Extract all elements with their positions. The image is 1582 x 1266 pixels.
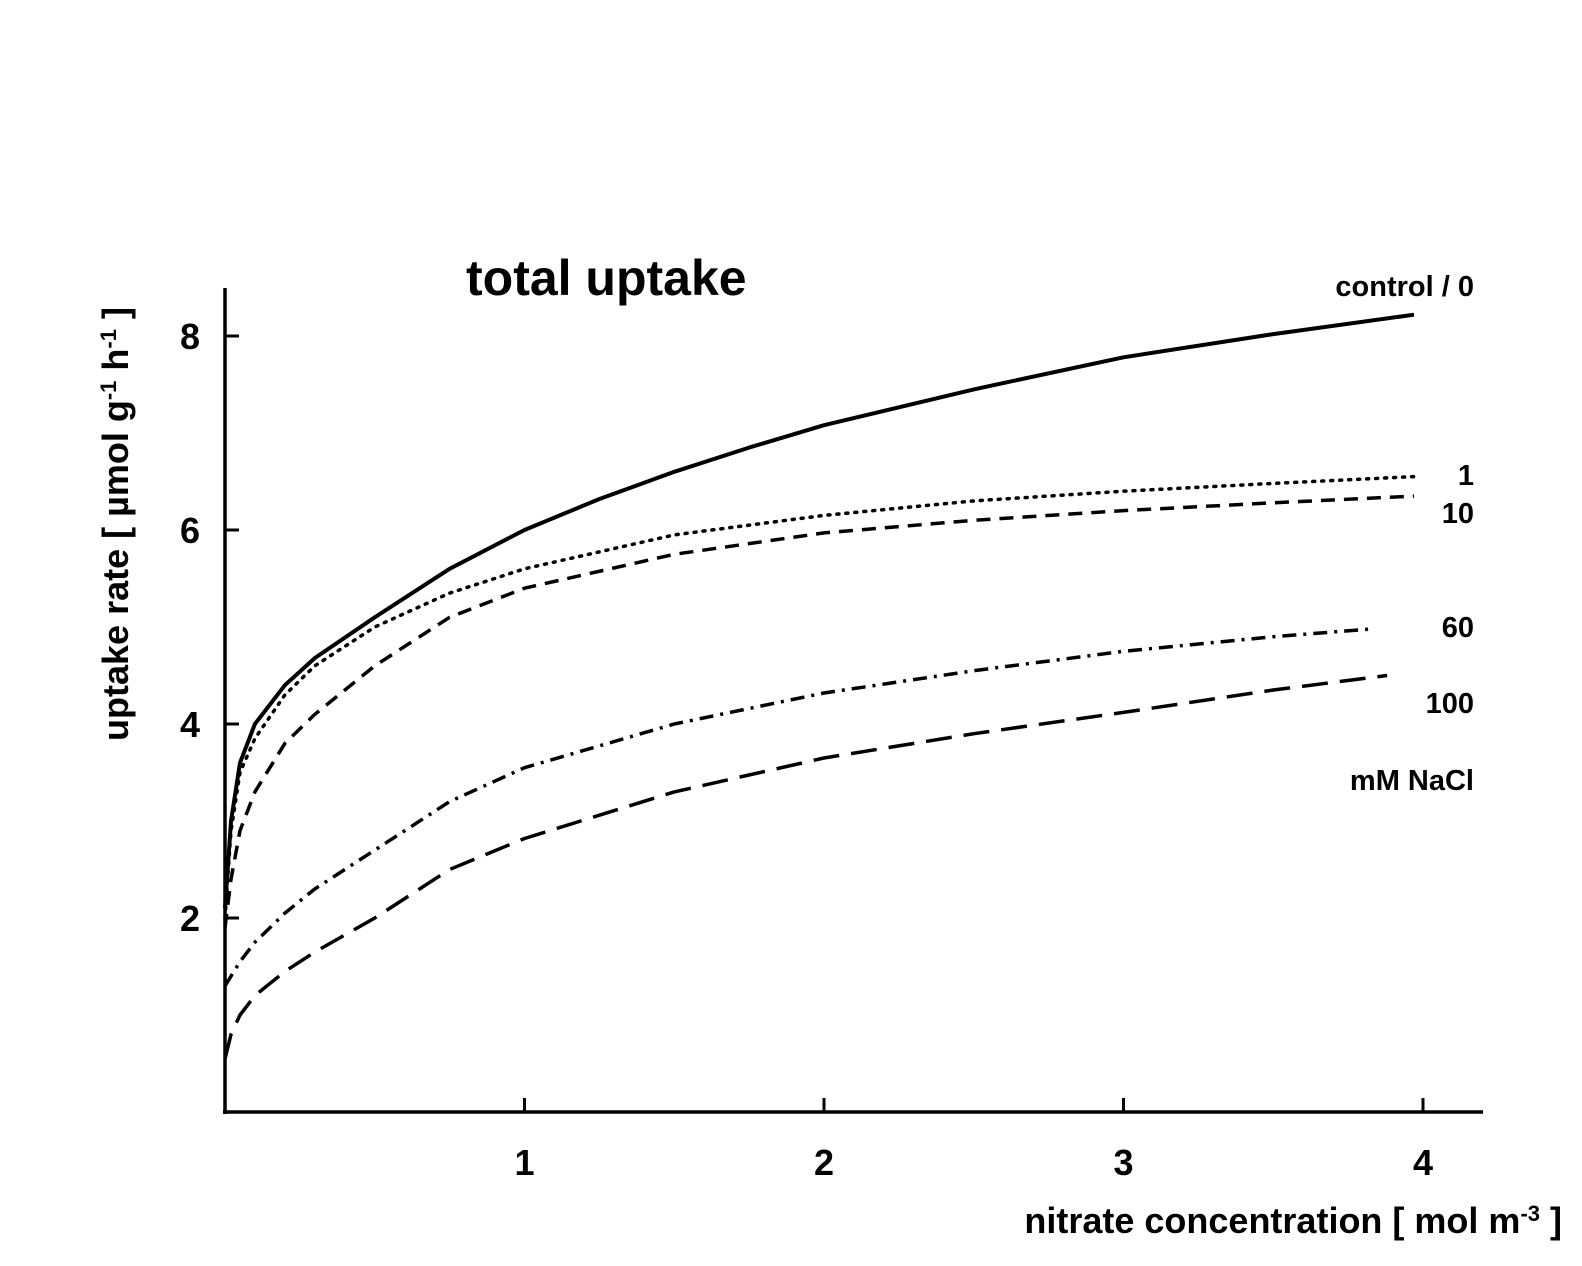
- legend-title: mM NaCl: [1350, 765, 1474, 797]
- x-axis-title-sup: -3: [1520, 1201, 1540, 1226]
- x-tick-label: 1: [514, 1142, 534, 1183]
- y-axis-title-main: uptake rate [ µmol g: [95, 400, 136, 741]
- series-line-100: [223, 673, 1388, 1060]
- series-label-60: 60: [1442, 612, 1474, 644]
- chart-title: total uptake: [466, 250, 747, 306]
- plot-lines: [223, 312, 1416, 1060]
- y-axis-title-sup2: -1: [96, 329, 121, 349]
- series-label-100: 100: [1426, 688, 1474, 720]
- y-axis-title-mid: h: [95, 349, 136, 381]
- y-axis-title: uptake rate [ µmol g-1 h-1 ]: [95, 307, 136, 741]
- series-line-10: [223, 494, 1415, 928]
- series-line-60: [223, 627, 1373, 987]
- y-tick-label: 4: [180, 704, 200, 745]
- axis-ticks: 1 2 3 4 2 4 6 8: [180, 316, 1433, 1183]
- series-label-1: 1: [1458, 460, 1474, 492]
- x-tick-label: 2: [814, 1142, 834, 1183]
- series-label-control: control / 0: [1335, 271, 1474, 303]
- x-tick-label: 3: [1113, 1142, 1133, 1183]
- y-axis-title-sup1: -1: [96, 381, 121, 401]
- series-end-labels: control / 0 1 10 60 100: [1335, 271, 1474, 720]
- x-tick-label: 4: [1413, 1142, 1433, 1183]
- series-line-1: [223, 474, 1416, 920]
- series-line-control: [223, 312, 1415, 909]
- x-axis-title-main: nitrate concentration [ mol m: [1024, 1200, 1520, 1241]
- x-axis-title: nitrate concentration [ mol m-3 ]: [1024, 1200, 1562, 1241]
- y-axis-title-end: ]: [95, 307, 136, 329]
- y-tick-label: 2: [180, 898, 200, 939]
- y-tick-label: 8: [180, 316, 200, 357]
- x-axis-title-end: ]: [1540, 1200, 1562, 1241]
- series-label-10: 10: [1442, 498, 1474, 530]
- y-tick-label: 6: [180, 510, 200, 551]
